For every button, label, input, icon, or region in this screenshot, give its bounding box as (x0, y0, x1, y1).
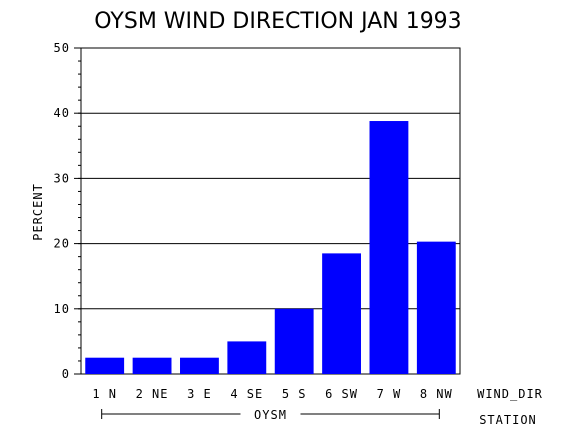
y-tick-label: 40 (54, 106, 70, 120)
y-axis-label: PERCENT (31, 183, 45, 241)
x-tick-label: 6 SW (325, 387, 358, 401)
plot-area: 0 10 20 30 40 50 1 N 2 NE 3 E 4 SE 5 S 6 SW 7 W 8 NW O… (54, 41, 461, 422)
bar-5 (274, 308, 314, 374)
bar-6 (322, 253, 361, 374)
chart-title: OYSM WIND DIRECTION JAN 1993 (94, 9, 461, 34)
bar-7 (369, 121, 409, 374)
station-axis-label: STATION (479, 413, 537, 427)
x-axis-label: WIND_DIR (477, 387, 543, 401)
y-tick-label: 30 (54, 171, 70, 185)
station-group-label: OYSM (254, 408, 287, 422)
x-tick-label: 7 W (377, 387, 402, 401)
y-tick-label: 10 (54, 302, 70, 316)
x-tick-label: 2 NE (136, 387, 169, 401)
bar-1 (85, 357, 125, 374)
bar-8 (416, 241, 456, 374)
bar-4 (227, 341, 267, 374)
y-tick-label: 20 (54, 237, 70, 251)
x-tick-label: 5 S (282, 387, 307, 401)
x-tick-label: 4 SE (230, 387, 263, 401)
y-tick-label: 0 (62, 367, 70, 381)
station-label-backdrop (240, 406, 301, 422)
x-tick-label: 3 E (187, 387, 212, 401)
bar-2 (132, 357, 172, 374)
x-tick-label: 8 NW (420, 387, 453, 401)
y-tick-label: 50 (54, 41, 70, 55)
bar-3 (180, 357, 219, 374)
x-tick-label: 1 N (92, 387, 117, 401)
